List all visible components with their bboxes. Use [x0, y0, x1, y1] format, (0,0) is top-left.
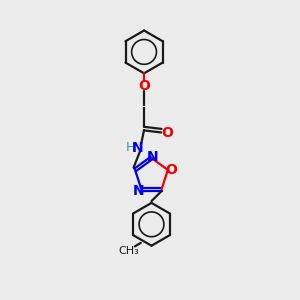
Text: O: O [138, 79, 150, 93]
Text: N: N [147, 149, 159, 164]
Text: N: N [133, 184, 145, 198]
Text: O: O [162, 126, 173, 140]
Text: O: O [166, 163, 177, 177]
Text: CH₃: CH₃ [118, 246, 139, 256]
Text: H: H [125, 141, 135, 154]
Text: N: N [132, 141, 144, 154]
